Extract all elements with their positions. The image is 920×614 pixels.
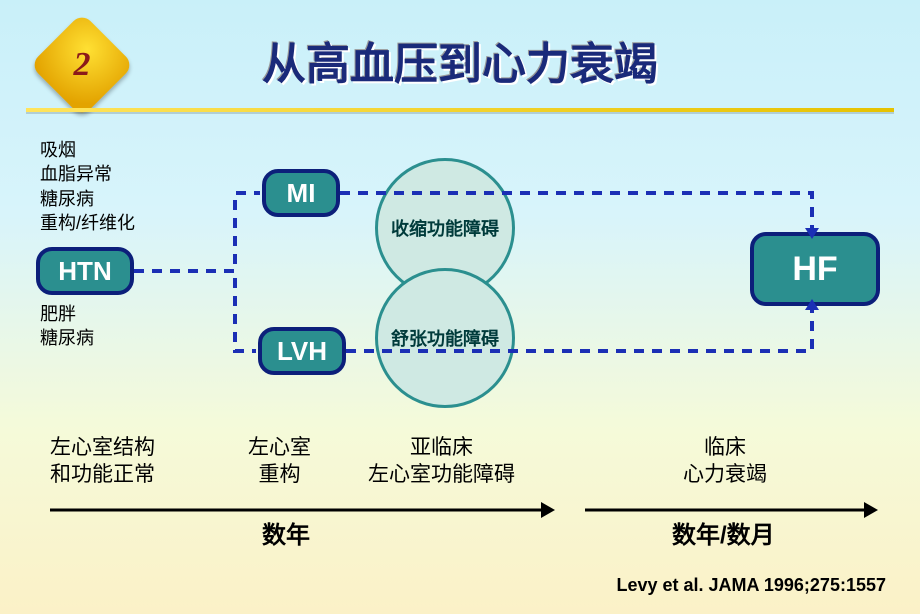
stage-label: 左心室重构 (248, 434, 311, 489)
stage-label: 亚临床左心室功能障碍 (368, 434, 515, 489)
page-title: 从高血压到心力衰竭 (0, 28, 920, 92)
circle-diastolic: 舒张功能障碍 (375, 268, 515, 408)
node-mi: MI (262, 169, 340, 217)
risk-factors-bottom: 肥胖糖尿病 (40, 302, 94, 351)
stage-label: 临床心力衰竭 (683, 434, 767, 489)
node-lvh: LVH (258, 327, 346, 375)
node-htn: HTN (36, 247, 134, 295)
node-hf: HF (750, 232, 880, 306)
title-rule (26, 108, 894, 112)
timeline-left-label: 数年 (262, 520, 310, 552)
stage-label: 左心室结构和功能正常 (50, 434, 155, 489)
citation: Levy et al. JAMA 1996;275:1557 (617, 575, 887, 596)
risk-factors-top: 吸烟血脂异常糖尿病重构/纤维化 (40, 138, 135, 235)
timeline-right-label: 数年/数月 (672, 520, 775, 552)
